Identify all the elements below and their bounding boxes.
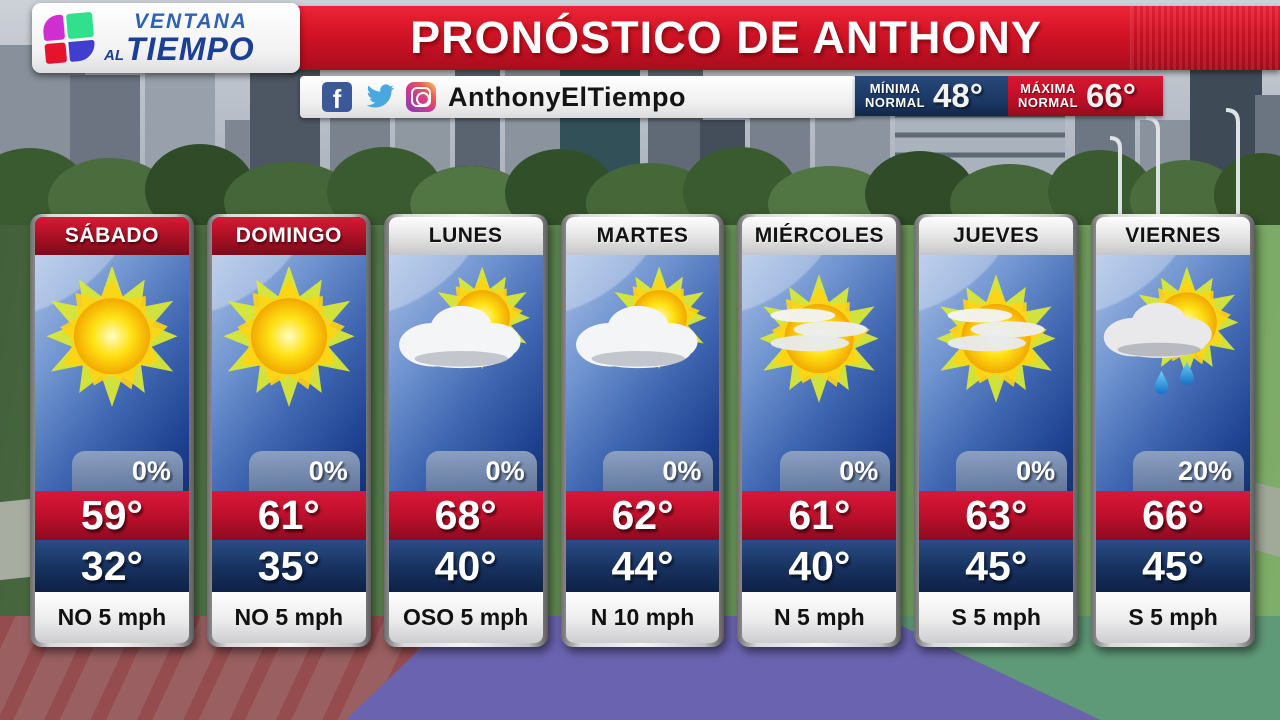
condition-panel: 0% [919,255,1074,491]
wind: S 5 mph [919,592,1074,643]
condition-panel: 0% [742,255,897,491]
normal-temps: MÍNIMA NORMAL 48° MÁXIMA NORMAL 66° [855,76,1163,116]
low-temp: 44° [565,540,720,592]
sun-rain-icon [1103,266,1243,417]
forecast-card-wednesday: MIÉRCOLES 0% 61° 40° N 5 mph [737,214,902,647]
wind: NO 5 mph [35,592,189,643]
normal-min-label: MÍNIMA NORMAL [865,81,926,110]
social-bar: f AnthonyElTiempo [300,76,856,118]
day-name: MARTES [565,217,720,255]
day-name: JUEVES [919,217,1074,255]
normal-max-value: 66° [1086,77,1136,114]
sunny-icon [219,265,359,417]
forecast-card-friday: VIERNES 20% 66° 45° S 5 mph [1091,214,1256,647]
condition-panel: 0% [35,255,189,491]
wind: N 5 mph [742,592,897,643]
instagram-icon [406,82,436,112]
sunny-icon [42,265,182,417]
condition-panel: 0% [388,255,543,491]
high-temp: 62° [565,491,720,540]
twitter-icon [366,84,394,108]
brand-line1: VENTANA [134,10,248,33]
social-handle: AnthonyElTiempo [448,81,687,112]
brand-logo-box: VENTANA AL TIEMPO [32,3,300,73]
brand-wordmark: VENTANA AL TIEMPO [104,11,255,65]
brand-tiempo: TIEMPO [126,31,255,67]
wind: N 10 mph [565,592,720,643]
high-temp: 59° [35,491,189,540]
mostly-sunny-icon [926,267,1066,417]
precip-chance: 0% [956,451,1068,491]
high-temp: 61° [211,491,366,540]
mostly-cloudy-icon [573,266,713,417]
precip-chance: 0% [602,451,714,491]
normal-min-value: 48° [933,77,983,114]
normal-max-block: MÁXIMA NORMAL 66° [1008,76,1163,116]
wind: OSO 5 mph [388,592,543,643]
precip-chance: 0% [248,451,360,491]
normal-max-label: MÁXIMA NORMAL [1018,81,1079,110]
mostly-cloudy-icon [396,266,536,417]
day-name: LUNES [388,217,543,255]
forecast-card-tuesday: MARTES 0% 62° 44° N 10 mph [560,214,725,647]
normal-min-block: MÍNIMA NORMAL 48° [855,76,1008,116]
forecast-card-thursday: JUEVES 0% 63° 45° S 5 mph [914,214,1079,647]
low-temp: 45° [919,540,1074,592]
low-temp: 45° [1096,540,1251,592]
wind: NO 5 mph [211,592,366,643]
condition-panel: 0% [211,255,366,491]
day-name: DOMINGO [211,217,366,255]
day-name: VIERNES [1096,217,1251,255]
high-temp: 68° [388,491,543,540]
page-title: PRONÓSTICO DE ANTHONY [410,12,1042,63]
forecast-card-monday: LUNES 0% 68° 40° OSO 5 mph [383,214,548,647]
forecast-card-saturday: SÁBADO 0% 59° 32° NO 5 mph [30,214,194,647]
precip-chance: 20% [1133,451,1245,491]
facebook-icon: f [322,82,352,112]
precip-chance: 0% [779,451,891,491]
forecast-row: SÁBADO 0% 59° 32° NO 5 mph DOMINGO 0% 61… [30,214,1256,647]
condition-panel: 0% [565,255,720,491]
low-temp: 40° [742,540,897,592]
day-name: MIÉRCOLES [742,217,897,255]
street-lamp [1109,108,1240,235]
precip-chance: 0% [425,451,537,491]
mostly-sunny-icon [749,267,889,417]
high-temp: 66° [1096,491,1251,540]
title-banner: PRONÓSTICO DE ANTHONY [282,6,1280,70]
univision-logo-icon [42,11,97,65]
high-temp: 61° [742,491,897,540]
brand-al: AL [104,47,124,64]
forecast-card-sunday: DOMINGO 0% 61° 35° NO 5 mph [206,214,371,647]
wind: S 5 mph [1096,592,1251,643]
banner-texture [1130,6,1280,70]
high-temp: 63° [919,491,1074,540]
low-temp: 35° [211,540,366,592]
day-name: SÁBADO [35,217,189,255]
precip-chance: 0% [72,451,183,491]
low-temp: 40° [388,540,543,592]
condition-panel: 20% [1096,255,1251,491]
low-temp: 32° [35,540,189,592]
